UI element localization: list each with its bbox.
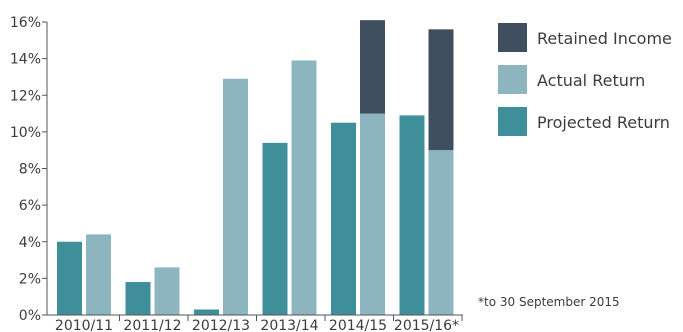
x-tick-label: 2014/15	[329, 318, 387, 332]
y-tick-label: 2%	[19, 271, 41, 287]
y-axis-ticks: 0% 2% 4% 6% 8% 10% 12% 14% 16%	[10, 15, 47, 324]
bar-retained-income	[360, 20, 385, 114]
bar-actual-return	[428, 150, 454, 315]
y-tick-label: 16%	[10, 15, 41, 31]
bars-layer	[57, 20, 454, 315]
bar-projected-return	[57, 241, 82, 315]
x-tick-label: 2010/11	[55, 318, 113, 332]
legend-label: Retained Income	[537, 29, 672, 48]
legend-label: Projected Return	[537, 113, 670, 132]
y-tick-label: 6%	[19, 198, 41, 214]
x-tick-label: 2011/12	[123, 318, 181, 332]
bar-retained-income	[428, 29, 454, 151]
bar-actual-return	[291, 60, 317, 315]
y-tick-label: 10%	[10, 125, 41, 141]
y-tick-label: 4%	[19, 235, 41, 251]
footnote: *to 30 September 2015	[478, 295, 620, 309]
x-tick-label: 2013/14	[260, 318, 318, 332]
bar-projected-return	[399, 115, 425, 315]
bar-projected-return	[194, 309, 219, 315]
bar-actual-return	[154, 267, 180, 315]
x-tick-label: 2015/16*	[394, 318, 459, 332]
bar-projected-return	[262, 142, 288, 315]
legend-swatch	[498, 23, 527, 52]
y-tick-label: 8%	[19, 162, 41, 178]
y-tick-label: 12%	[10, 88, 41, 104]
y-tick-label: 0%	[19, 308, 41, 324]
legend-label: Actual Return	[537, 71, 645, 90]
x-tick-label: 2012/13	[192, 318, 250, 332]
bar-projected-return	[331, 122, 356, 315]
y-tick-label: 14%	[10, 52, 41, 68]
legend-swatch	[498, 65, 527, 94]
x-axis-ticks: 2010/11 2011/12 2012/13 2013/14 2014/15 2015/…	[55, 315, 463, 332]
legend: Retained Income Actual Return Projected Re…	[498, 23, 672, 136]
bar-actual-return	[223, 78, 248, 315]
bar-actual-return	[360, 113, 385, 315]
bar-actual-return	[86, 234, 111, 315]
bar-projected-return	[125, 282, 151, 315]
legend-swatch	[498, 107, 527, 136]
